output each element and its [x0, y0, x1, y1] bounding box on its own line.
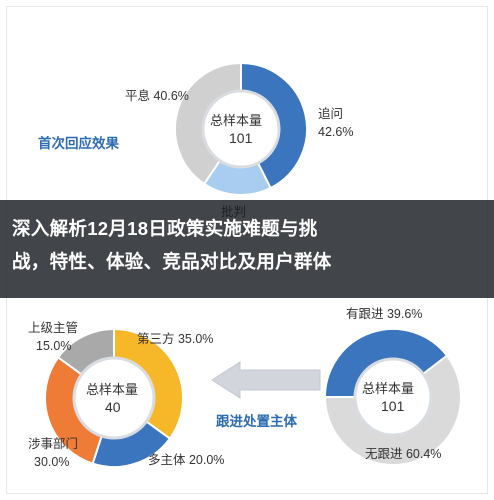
- headline-line-2: 战，特性、体验、竞品对比及用户群体: [12, 251, 332, 272]
- donut-center: [72, 356, 156, 440]
- pie2-label-duozhuti: 多主体 20.0%: [148, 453, 225, 467]
- pie2-label-disanfang: 第三方 35.0%: [137, 332, 214, 346]
- pie2-label-sheshi-value: 30.0%: [34, 455, 70, 469]
- headline-line-1: 深入解析12月18日政策实施难题与挑: [12, 218, 318, 239]
- donut-center: [201, 89, 281, 169]
- pie2-center-label: 总样本量: [86, 382, 139, 397]
- pie2-label-sheshi: 涉事部门: [28, 437, 79, 451]
- pie3-center-label: 总样本量: [362, 381, 415, 396]
- pie2-label-shangji: 上级主管: [28, 321, 79, 335]
- pie3-label-wugenjin: 无跟进 60.4%: [365, 447, 442, 461]
- pie2-center-total: 40: [105, 399, 121, 415]
- donut-center: [353, 357, 433, 437]
- headline: 深入解析12月18日政策实施难题与挑 战，特性、体验、竞品对比及用户群体: [12, 212, 484, 278]
- pie1-center-label: 总样本量: [210, 113, 263, 128]
- pie1-label-zhuiwen: 追问: [318, 107, 344, 121]
- headline-banner: [0, 200, 494, 298]
- pie2-title: 跟进处置主体: [216, 414, 297, 429]
- pie3-center-total: 101: [381, 398, 405, 414]
- pie1-label-zhuiwen-value: 42.6%: [318, 125, 354, 139]
- pie-chart-response-effect: [174, 61, 308, 196]
- pie2-label-shangji-value: 15.0%: [36, 339, 72, 353]
- pie3-label-yougenjin: 有跟进 39.6%: [346, 307, 423, 321]
- left-arrow-icon: [211, 361, 321, 399]
- pie-chart-follow-up-status: [323, 328, 462, 466]
- pie1-title: 首次回应效果: [38, 136, 119, 151]
- pie1-label-pingxi: 平息 40.6%: [125, 89, 189, 103]
- pie1-center-total: 101: [229, 130, 253, 146]
- pie-chart-follow-up-subject: [44, 327, 184, 468]
